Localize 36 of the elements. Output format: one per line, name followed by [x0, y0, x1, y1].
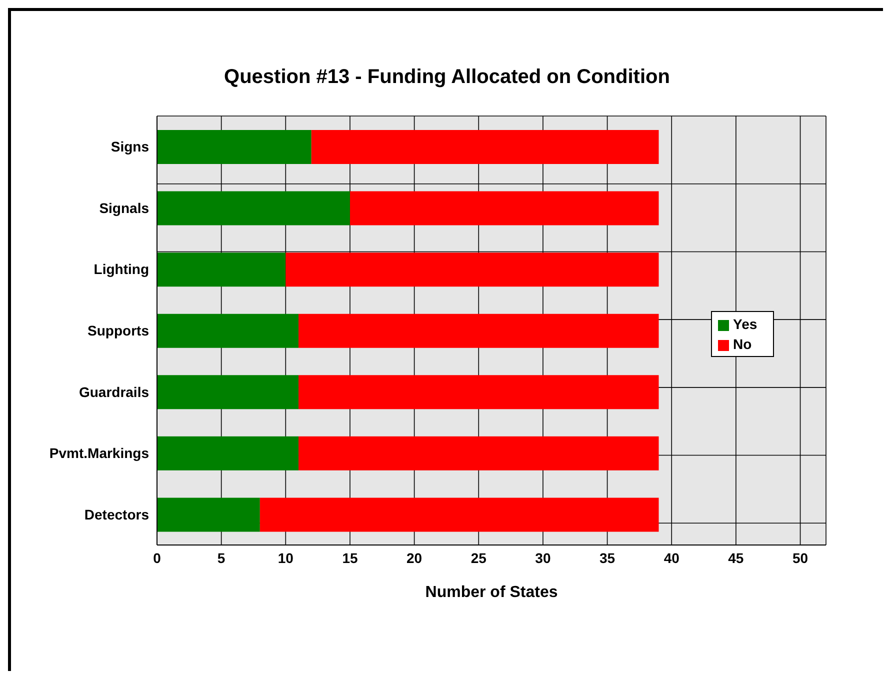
bar: [298, 375, 659, 410]
bar: [157, 314, 299, 348]
x-tick-label: 20: [406, 550, 422, 566]
y-tick-label: Signs: [110, 138, 150, 155]
x-tick-label: 25: [470, 550, 487, 566]
x-tick-label: 45: [728, 550, 744, 566]
bar: [311, 130, 659, 164]
legend-label: Yes: [733, 316, 758, 332]
x-tick-label: 30: [535, 550, 551, 566]
y-tick-label: Signals: [99, 200, 150, 216]
y-tick-label: Detectors: [84, 506, 150, 522]
x-tick-label: 10: [278, 550, 294, 566]
bar: [260, 498, 659, 532]
bar: [157, 498, 260, 532]
y-tick-label: Lighting: [94, 261, 149, 278]
bar: [157, 252, 286, 287]
bar: [350, 191, 659, 226]
bar: [157, 191, 350, 226]
bar: [298, 314, 659, 348]
chart-title: Question #13 - Funding Allocated on Condition: [223, 66, 671, 89]
x-tick-label: 35: [600, 550, 616, 566]
bar: [157, 436, 299, 470]
bar: [298, 436, 659, 470]
y-tick-label: Supports: [88, 322, 150, 338]
bar: [286, 252, 659, 287]
bar: [157, 130, 312, 164]
x-tick-label: 15: [342, 550, 358, 566]
x-tick-label: 0: [153, 550, 162, 566]
x-axis-title: Number of States: [425, 584, 558, 601]
x-tick-label: 50: [792, 550, 808, 566]
bar: [157, 375, 299, 410]
x-tick-label: 5: [217, 550, 226, 566]
y-tick-label: Guardrails: [78, 384, 150, 400]
x-tick-label: 40: [664, 550, 680, 566]
y-tick-label: Pvmt.Markings: [49, 445, 150, 462]
legend-label: No: [733, 336, 752, 352]
